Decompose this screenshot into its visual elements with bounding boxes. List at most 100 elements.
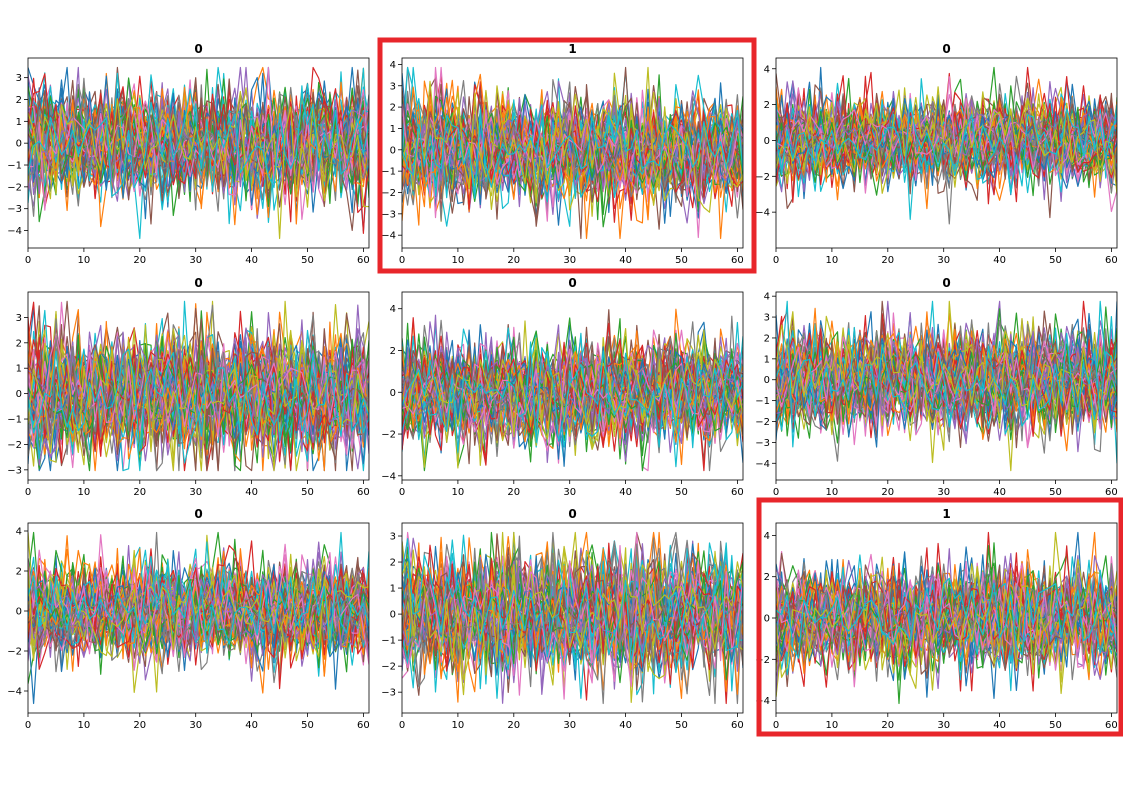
x-tick-label: 30 xyxy=(189,720,202,731)
y-tick-label: 2 xyxy=(764,333,770,344)
subplot-title: 1 xyxy=(568,42,576,56)
y-tick-label: 1 xyxy=(16,364,22,375)
y-tick-label: 1 xyxy=(390,124,396,135)
y-tick-label: −4 xyxy=(381,231,396,242)
series-line xyxy=(776,324,1117,434)
y-tick-label: 2 xyxy=(16,567,22,578)
subplot-title: 0 xyxy=(942,276,950,290)
series-line xyxy=(776,86,1117,194)
series-line xyxy=(776,108,1117,183)
y-tick-label: −4 xyxy=(7,687,22,698)
x-tick-label: 50 xyxy=(675,487,688,498)
x-tick-label: 30 xyxy=(563,487,576,498)
series-line xyxy=(402,531,743,697)
x-tick-label: 50 xyxy=(301,487,314,498)
x-tick-label: 20 xyxy=(133,255,146,266)
series-line xyxy=(776,562,1117,688)
series-line xyxy=(402,348,743,452)
series-line xyxy=(28,549,369,665)
x-tick-label: 0 xyxy=(25,720,31,731)
x-tick-label: 40 xyxy=(245,487,258,498)
series-line xyxy=(28,304,369,454)
x-tick-label: 0 xyxy=(773,487,779,498)
subplot-title: 0 xyxy=(568,507,576,521)
x-tick-label: 10 xyxy=(452,720,465,731)
series-line xyxy=(402,81,743,199)
y-tick-label: −2 xyxy=(755,655,770,666)
series-line xyxy=(776,109,1117,194)
series-line xyxy=(28,551,369,660)
series-line xyxy=(402,558,743,676)
axes-frame xyxy=(27,522,370,714)
subplot-title: 0 xyxy=(194,42,202,56)
subplot-title: 0 xyxy=(194,276,202,290)
series-line xyxy=(28,338,369,472)
x-tick-label: 60 xyxy=(731,487,744,498)
x-tick-label: 50 xyxy=(1049,487,1062,498)
y-tick-label: 0 xyxy=(16,389,22,400)
y-tick-label: 4 xyxy=(16,527,22,538)
y-tick-label: 3 xyxy=(390,532,396,543)
x-tick-label: 20 xyxy=(881,720,894,731)
y-tick-label: 4 xyxy=(390,60,396,71)
x-tick-label: 50 xyxy=(1049,255,1062,266)
x-tick-label: 50 xyxy=(1049,720,1062,731)
series-line xyxy=(402,109,743,199)
y-tick-label: 1 xyxy=(16,117,22,128)
series-line xyxy=(402,538,743,663)
x-tick-label: 10 xyxy=(78,720,91,731)
y-tick-label: 2 xyxy=(16,338,22,349)
series-group xyxy=(402,66,743,240)
x-tick-label: 30 xyxy=(937,720,950,731)
series-group xyxy=(776,531,1117,705)
y-tick-label: 1 xyxy=(390,584,396,595)
y-tick-label: −3 xyxy=(7,204,22,215)
y-tick-label: 0 xyxy=(390,388,396,399)
y-tick-label: 0 xyxy=(764,614,770,625)
series-line xyxy=(402,547,743,704)
x-tick-label: 60 xyxy=(1105,255,1118,266)
x-tick-label: 20 xyxy=(507,255,520,266)
series-line xyxy=(776,531,1117,678)
x-tick-label: 10 xyxy=(826,720,839,731)
axes-frame xyxy=(401,291,744,481)
series-line xyxy=(776,569,1117,659)
series-group xyxy=(28,66,369,240)
y-tick-label: 4 xyxy=(764,64,770,75)
y-tick-label: 4 xyxy=(764,292,770,303)
y-tick-label: −1 xyxy=(7,161,22,172)
series-line xyxy=(776,331,1117,442)
y-tick-label: −4 xyxy=(381,471,396,482)
x-tick-label: 60 xyxy=(357,255,370,266)
x-tick-label: 40 xyxy=(993,255,1006,266)
x-tick-label: 10 xyxy=(78,255,91,266)
subplot-2: 0 10 20 30 40 50 60 −4 −3 −2 −1 0 1 2 3 4 1 xyxy=(377,37,757,274)
y-tick-label: −1 xyxy=(381,167,396,178)
x-tick-label: 10 xyxy=(826,487,839,498)
y-tick-label: 3 xyxy=(16,73,22,84)
x-tick-label: 10 xyxy=(826,255,839,266)
y-tick-label: −4 xyxy=(755,696,770,707)
y-tick-label: −4 xyxy=(755,459,770,470)
x-tick-label: 50 xyxy=(301,720,314,731)
y-tick-label: 3 xyxy=(390,81,396,92)
y-tick-label: −1 xyxy=(755,396,770,407)
x-tick-label: 10 xyxy=(78,487,91,498)
series-line xyxy=(776,562,1117,682)
x-tick-label: 0 xyxy=(25,487,31,498)
x-tick-label: 60 xyxy=(1105,487,1118,498)
series-line xyxy=(776,96,1117,203)
y-tick-label: 1 xyxy=(764,354,770,365)
series-line xyxy=(28,90,369,240)
y-tick-label: −4 xyxy=(7,226,22,237)
y-tick-label: 3 xyxy=(16,313,22,324)
x-tick-label: 0 xyxy=(25,255,31,266)
y-tick-label: −1 xyxy=(381,636,396,647)
x-tick-label: 40 xyxy=(619,720,632,731)
y-tick-label: −2 xyxy=(755,172,770,183)
y-tick-label: −2 xyxy=(7,182,22,193)
series-line xyxy=(776,101,1117,185)
